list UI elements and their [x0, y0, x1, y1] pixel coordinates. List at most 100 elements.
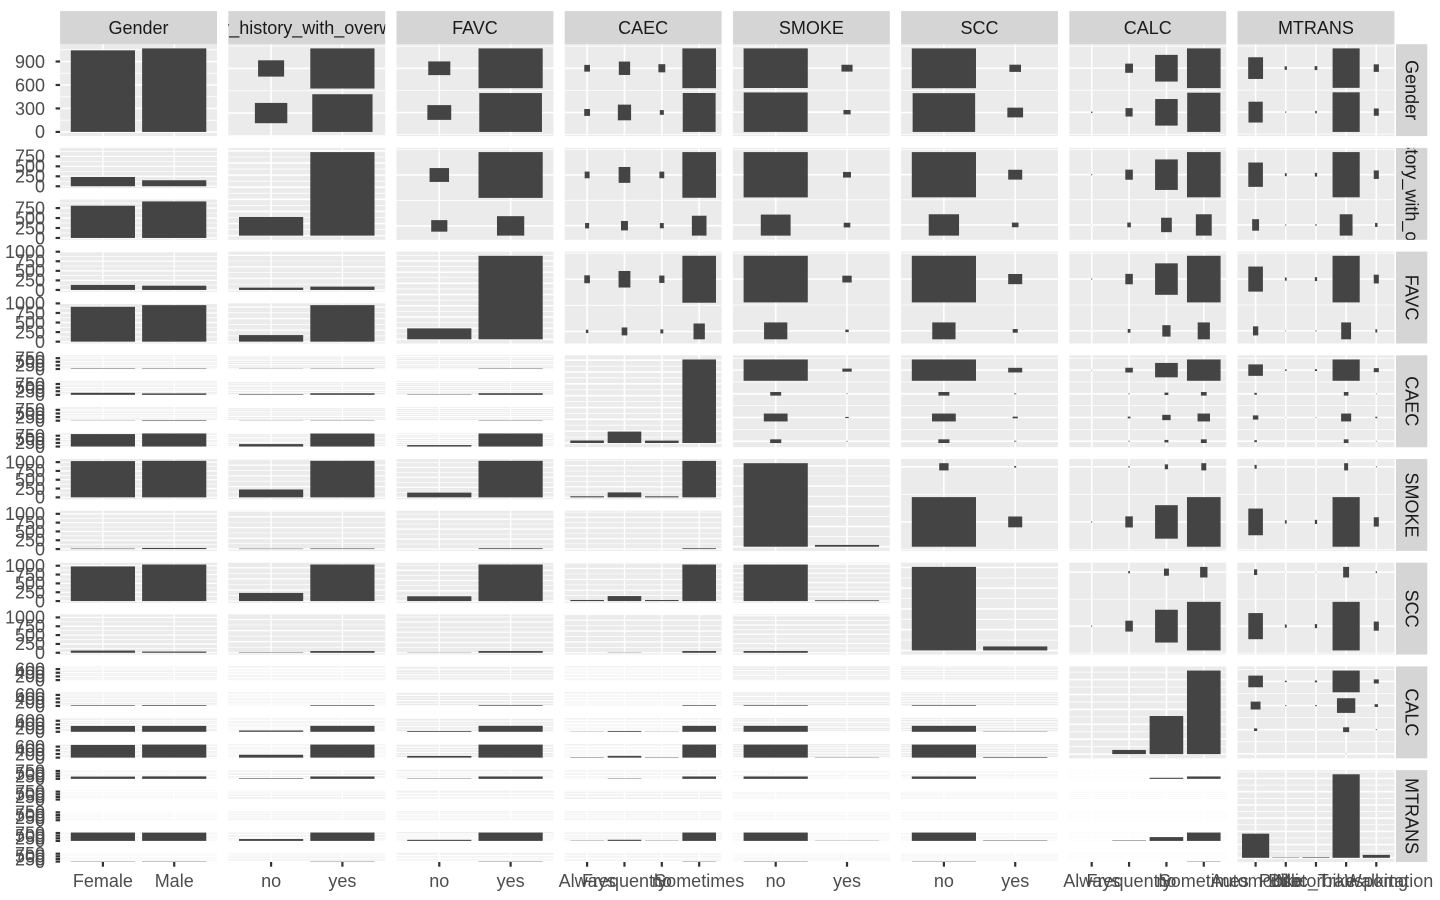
svg-text:0: 0 — [35, 359, 45, 379]
svg-text:Female: Female — [73, 871, 133, 891]
svg-text:0: 0 — [35, 722, 45, 742]
svg-text:250: 250 — [15, 356, 45, 376]
svg-text:0: 0 — [35, 790, 45, 810]
svg-text:yes: yes — [1001, 871, 1029, 891]
svg-text:750: 750 — [15, 461, 45, 481]
svg-text:Gender: Gender — [1401, 60, 1421, 120]
svg-text:600: 600 — [15, 75, 45, 95]
svg-text:0: 0 — [35, 385, 45, 405]
svg-text:CALC: CALC — [1401, 688, 1421, 736]
svg-text:no: no — [261, 871, 281, 891]
svg-text:yes: yes — [497, 871, 525, 891]
svg-text:Motorbike: Motorbike — [1276, 871, 1355, 891]
svg-text:250: 250 — [15, 479, 45, 499]
svg-text:250: 250 — [15, 634, 45, 654]
svg-text:200: 200 — [15, 744, 45, 764]
svg-text:0: 0 — [35, 643, 45, 663]
svg-text:750: 750 — [15, 198, 45, 218]
svg-text:750: 750 — [15, 348, 45, 368]
svg-text:Always: Always — [559, 871, 616, 891]
svg-text:Frequently: Frequently — [582, 871, 667, 891]
svg-text:500: 500 — [15, 625, 45, 645]
svg-text:250: 250 — [15, 167, 45, 187]
svg-text:no: no — [429, 871, 449, 891]
svg-text:500: 500 — [15, 470, 45, 490]
svg-text:SCC: SCC — [1401, 590, 1421, 628]
svg-text:600: 600 — [15, 659, 45, 679]
svg-text:0: 0 — [35, 748, 45, 768]
svg-text:500: 500 — [15, 522, 45, 542]
svg-text:750: 750 — [15, 513, 45, 533]
svg-text:250: 250 — [15, 218, 45, 238]
svg-text:0: 0 — [35, 177, 45, 197]
svg-text:750: 750 — [15, 147, 45, 167]
svg-text:SMOKE: SMOKE — [779, 18, 844, 38]
svg-text:500: 500 — [15, 430, 45, 450]
svg-text:Walking: Walking — [1345, 871, 1408, 891]
svg-text:family_history_with_overweight: family_history_with_overweight — [182, 18, 431, 39]
svg-text:400: 400 — [15, 741, 45, 761]
svg-text:250: 250 — [15, 767, 45, 787]
svg-text:250: 250 — [15, 583, 45, 603]
svg-text:250: 250 — [15, 829, 45, 849]
svg-text:200: 200 — [15, 667, 45, 687]
svg-text:yes: yes — [833, 871, 861, 891]
svg-text:Sometimes: Sometimes — [1159, 871, 1249, 891]
svg-text:1000: 1000 — [5, 452, 45, 472]
svg-text:250: 250 — [15, 407, 45, 427]
svg-text:MTRANS: MTRANS — [1401, 778, 1421, 854]
svg-text:CAEC: CAEC — [1401, 376, 1421, 426]
svg-text:750: 750 — [15, 823, 45, 843]
svg-text:Always: Always — [1063, 871, 1120, 891]
svg-text:200: 200 — [15, 718, 45, 738]
svg-text:500: 500 — [15, 313, 45, 333]
svg-text:500: 500 — [15, 157, 45, 177]
svg-text:0: 0 — [35, 437, 45, 457]
svg-text:500: 500 — [15, 208, 45, 228]
svg-text:750: 750 — [15, 374, 45, 394]
svg-text:750: 750 — [15, 252, 45, 272]
svg-text:250: 250 — [15, 322, 45, 342]
svg-text:750: 750 — [15, 400, 45, 420]
svg-text:0: 0 — [35, 591, 45, 611]
svg-text:0: 0 — [35, 670, 45, 690]
svg-text:0: 0 — [35, 280, 45, 300]
svg-text:1000: 1000 — [5, 556, 45, 576]
svg-text:250: 250 — [15, 787, 45, 807]
svg-text:500: 500 — [15, 378, 45, 398]
svg-text:500: 500 — [15, 404, 45, 424]
svg-text:1000: 1000 — [5, 608, 45, 628]
svg-text:250: 250 — [15, 433, 45, 453]
svg-text:0: 0 — [35, 696, 45, 716]
svg-text:family_history_with_overweight: family_history_with_overweight — [1400, 69, 1421, 318]
svg-text:0: 0 — [35, 332, 45, 352]
svg-text:0: 0 — [35, 539, 45, 559]
svg-text:500: 500 — [15, 826, 45, 846]
svg-text:400: 400 — [15, 715, 45, 735]
svg-text:750: 750 — [15, 803, 45, 823]
svg-text:500: 500 — [15, 352, 45, 372]
svg-text:0: 0 — [35, 769, 45, 789]
svg-text:750: 750 — [15, 565, 45, 585]
svg-text:Automobile: Automobile — [1211, 871, 1301, 891]
svg-text:no: no — [934, 871, 954, 891]
svg-text:750: 750 — [15, 426, 45, 446]
svg-text:0: 0 — [35, 831, 45, 851]
svg-text:Public_Transportation: Public_Transportation — [1259, 871, 1433, 892]
svg-text:0: 0 — [35, 811, 45, 831]
svg-text:900: 900 — [15, 52, 45, 72]
svg-text:1000: 1000 — [5, 294, 45, 314]
svg-text:MTRANS: MTRANS — [1278, 18, 1354, 38]
svg-text:250: 250 — [15, 382, 45, 402]
svg-text:400: 400 — [15, 663, 45, 683]
svg-text:750: 750 — [15, 761, 45, 781]
svg-text:0: 0 — [35, 228, 45, 248]
svg-text:Frequently: Frequently — [1087, 871, 1172, 891]
svg-text:250: 250 — [15, 531, 45, 551]
svg-text:500: 500 — [15, 261, 45, 281]
svg-text:500: 500 — [15, 574, 45, 594]
svg-text:0: 0 — [35, 411, 45, 431]
svg-text:Bike: Bike — [1268, 871, 1303, 891]
svg-text:FAVC: FAVC — [1401, 275, 1421, 321]
svg-text:400: 400 — [15, 689, 45, 709]
